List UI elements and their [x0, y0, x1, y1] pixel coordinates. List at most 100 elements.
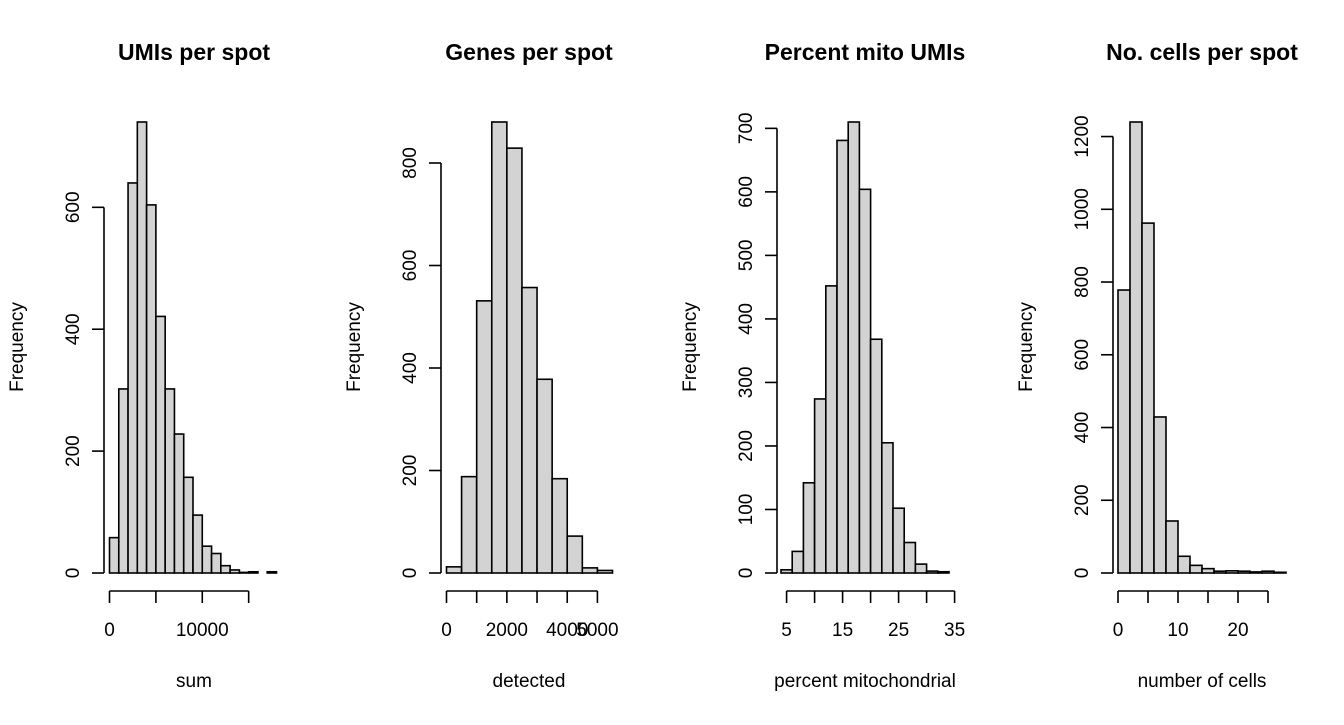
- y-tick-label: 600: [736, 176, 757, 208]
- histogram-bar: [1261, 570, 1275, 574]
- histogram-bar: [925, 570, 939, 574]
- chart-panel: UMIs per spot 0 200 400 600 0 10000 sum Frequenc…: [7, 39, 278, 692]
- histogram-bar: [506, 147, 523, 574]
- x-axis-label: percent mitochondrial: [774, 671, 956, 692]
- histogram-bar: [813, 398, 827, 574]
- y-tick-label: 100: [736, 494, 757, 526]
- histogram-bar: [145, 204, 157, 574]
- x-tick-label: 35: [944, 620, 965, 641]
- histogram-bar: [880, 441, 894, 574]
- histogram-bar: [892, 507, 905, 574]
- histogram-bar: [536, 378, 553, 574]
- y-tick-label: 400: [63, 313, 84, 345]
- x-axis-label: number of cells: [1138, 671, 1267, 692]
- y-axis-label: Frequency: [680, 302, 701, 392]
- histogram-bar: [164, 388, 176, 574]
- y-tick-label: 600: [400, 250, 421, 282]
- x-tick-label: 5: [781, 620, 792, 641]
- chart-panel: No. cells per spot 0 200 400 600 800 1000 1200 0…: [1016, 39, 1298, 692]
- y-tick-label: 200: [1072, 484, 1093, 516]
- y-tick-label: 300: [736, 367, 757, 399]
- y-axis-label: Frequency: [1016, 302, 1037, 392]
- histogram-bar: [1177, 555, 1191, 574]
- y-tick-label: 600: [63, 191, 84, 223]
- chart-title: Genes per spot: [445, 39, 613, 65]
- histogram-bar: [247, 570, 259, 574]
- x-tick-label: 25: [888, 620, 909, 641]
- histogram-bar: [475, 300, 493, 574]
- histogram-bar: [914, 563, 928, 574]
- y-tick-label: 1000: [1072, 188, 1093, 230]
- histogram-bar: [780, 569, 793, 574]
- y-tick-label: 0: [736, 568, 757, 579]
- y-tick-label: 400: [736, 303, 757, 335]
- histogram-bar: [1153, 416, 1167, 574]
- histogram-bar: [858, 188, 872, 574]
- y-tick-label: 400: [1072, 412, 1093, 444]
- y-tick-label: 200: [63, 435, 84, 467]
- x-axis-label: sum: [176, 671, 212, 692]
- x-tick-label: 5000: [576, 620, 618, 641]
- histogram-bar: [1237, 570, 1251, 574]
- x-tick-label: 20: [1227, 620, 1248, 641]
- y-axis-label: Frequency: [7, 302, 28, 392]
- histogram-bar: [903, 541, 917, 574]
- y-tick-label: 0: [400, 568, 421, 579]
- histogram-bar: [566, 535, 584, 574]
- y-tick-label: 400: [400, 352, 421, 384]
- histogram-bar: [238, 571, 250, 574]
- x-axis-label: detected: [493, 671, 566, 692]
- x-tick-label: 10: [1167, 620, 1188, 641]
- x-tick-label: 10000: [176, 620, 229, 641]
- histogram-bar: [824, 285, 838, 574]
- y-tick-label: 1200: [1072, 115, 1093, 157]
- y-tick-label: 800: [400, 147, 421, 179]
- x-tick-label: 15: [832, 620, 853, 641]
- histogram-bar: [1117, 289, 1131, 574]
- histogram-bar: [108, 536, 120, 574]
- histogram-bar: [1165, 520, 1179, 574]
- y-tick-label: 200: [736, 430, 757, 462]
- y-tick-label: 0: [63, 568, 84, 579]
- histogram-bar: [1189, 564, 1203, 574]
- x-tick-label: 0: [104, 620, 115, 641]
- histogram-bar: [551, 477, 569, 574]
- histogram-bar: [802, 481, 816, 574]
- histogram-bar: [1201, 567, 1215, 574]
- histogram-bar: [229, 569, 241, 574]
- chart-panel: Percent mito UMIs 0 100 200 300 400 500 600 700 5…: [680, 39, 965, 692]
- histogram-bar: [1213, 570, 1227, 574]
- histogram-bar: [182, 476, 194, 574]
- y-tick-label: 0: [1072, 568, 1093, 579]
- histogram-bar: [490, 121, 508, 574]
- histogram-bar: [1273, 571, 1287, 574]
- y-tick-label: 600: [1072, 339, 1093, 371]
- histogram-bar: [201, 545, 213, 574]
- y-tick-label: 700: [736, 113, 757, 145]
- histogram-bar: [1225, 570, 1239, 574]
- x-tick-label: 4000: [546, 620, 588, 641]
- histogram-bar: [155, 315, 166, 574]
- histogram-bar: [220, 564, 231, 574]
- histogram-bar: [1129, 121, 1143, 574]
- histogram-bar: [1141, 222, 1155, 574]
- y-tick-label: 500: [736, 240, 757, 272]
- histogram-bar: [581, 567, 599, 574]
- histogram-bar: [266, 570, 278, 574]
- histogram-bar: [127, 182, 139, 574]
- x-tick-label: 0: [441, 620, 452, 641]
- histogram-bar: [1249, 571, 1263, 574]
- chart-title: No. cells per spot: [1106, 39, 1298, 65]
- histogram-bar: [836, 139, 849, 574]
- histogram-bar: [117, 388, 129, 574]
- chart-title: UMIs per spot: [118, 39, 270, 65]
- chart-title: Percent mito UMIs: [765, 39, 966, 65]
- x-tick-label: 2000: [486, 620, 528, 641]
- histogram-bar: [521, 286, 538, 574]
- histogram-bar: [460, 475, 478, 574]
- chart-panel: Genes per spot 0 200 400 600 800 0 2000 40005000…: [344, 39, 619, 692]
- histogram-bar: [791, 550, 805, 574]
- histogram-bar: [210, 552, 222, 574]
